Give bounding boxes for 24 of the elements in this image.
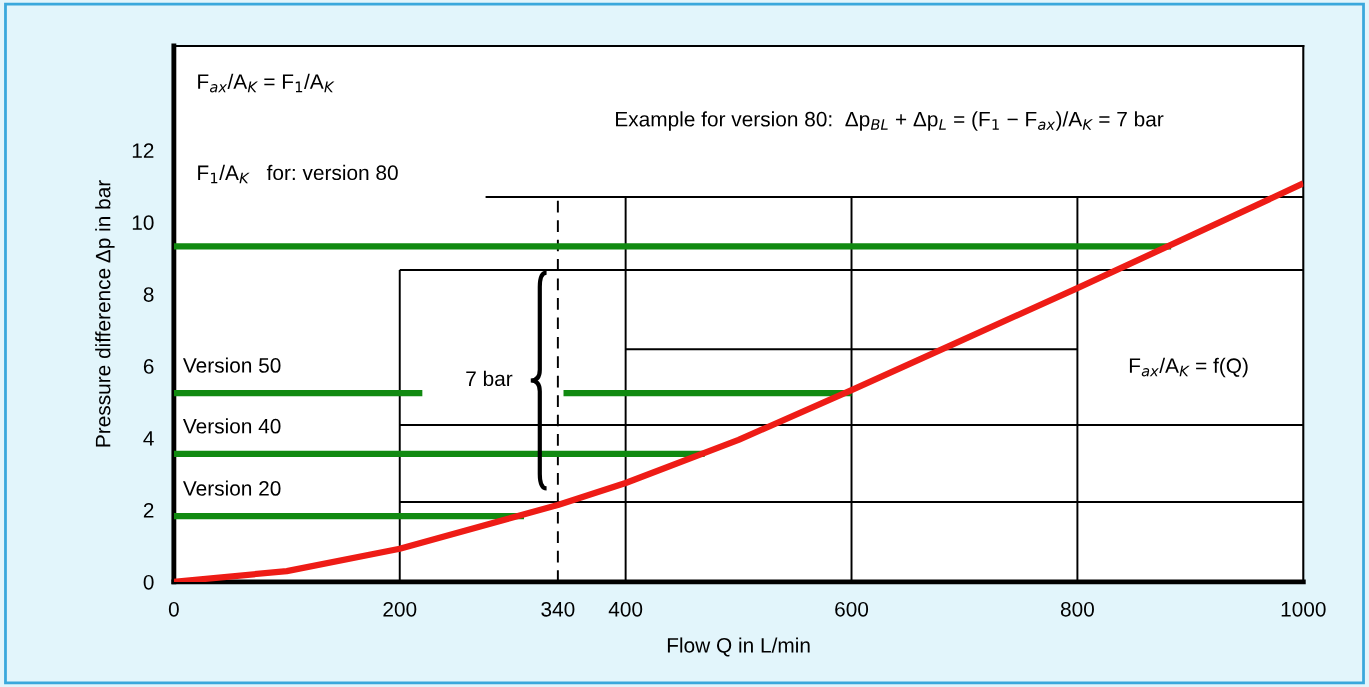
- y-tick-label: 0: [143, 574, 154, 590]
- series-label: Version 50: [182, 357, 281, 373]
- series-label: Version 40: [182, 418, 281, 434]
- x-tick-label: 0: [168, 601, 179, 617]
- x-tick-label: 200: [383, 601, 417, 617]
- annotation: 7 bar: [466, 370, 513, 387]
- x-tick-label: 1000: [1281, 601, 1326, 617]
- x-tick-label: 800: [1060, 601, 1094, 617]
- y-tick-label: 10: [132, 215, 154, 231]
- series-label: Version 20: [182, 480, 281, 496]
- y-axis-title: Pressure difference Δp in bar: [95, 180, 115, 447]
- x-tick-label: 400: [608, 601, 643, 617]
- y-tick-label: 12: [132, 143, 154, 158]
- y-tick-label: 2: [143, 502, 154, 518]
- y-tick-label: 8: [143, 287, 154, 302]
- annotation: F$_{ax}$/A$_{K}$ = F$_{1}$/A$_{K}$: [198, 73, 335, 93]
- annotation: F$_{1}$/A$_{K}$ for: version 80: [198, 164, 398, 184]
- x-axis-title: Flow Q in L/min: [667, 637, 810, 657]
- y-tick-label: 6: [143, 359, 154, 374]
- text: Example for version 80: Δp$_{BL}$ + Δp$_{L}$ = (F$_{1}$ − F$_{ax}$)/A$_{K}$ = 7 bar: [616, 111, 1164, 131]
- annotation: F$_{ax}$/A$_{K}$ = f(Q): [1129, 357, 1248, 378]
- x-tick-label: 600: [835, 601, 869, 617]
- y-tick-label: 4: [143, 431, 154, 446]
- x-tick-label: 340: [541, 601, 575, 617]
